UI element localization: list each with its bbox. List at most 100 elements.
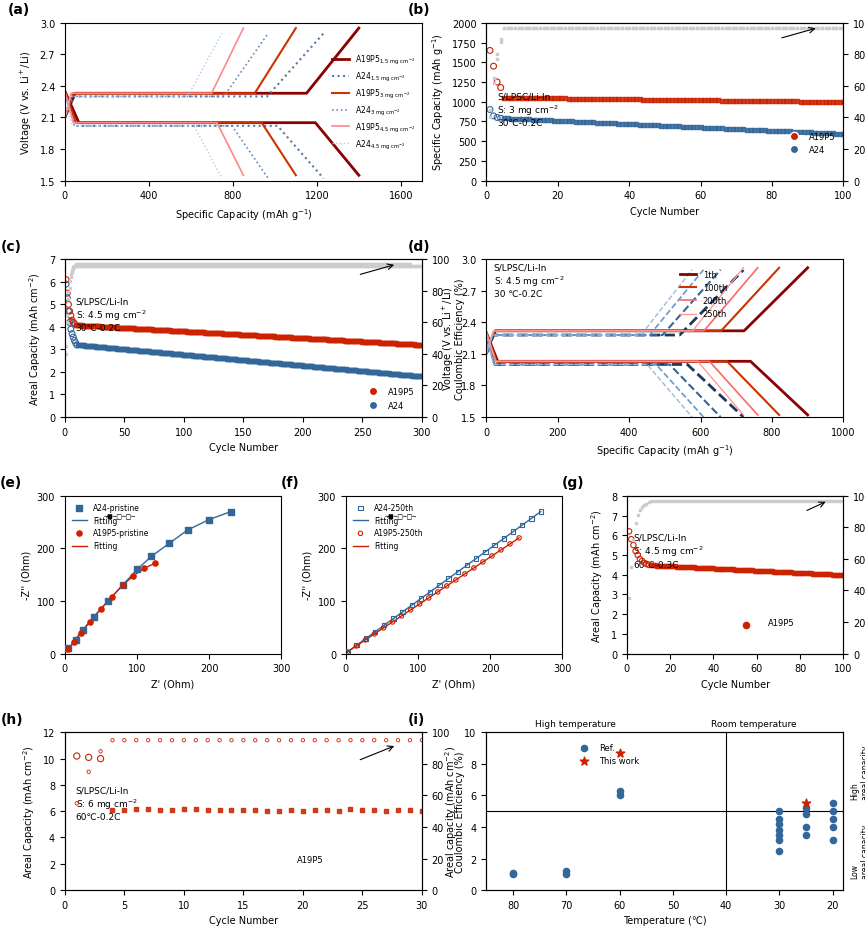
Point: [704, 21, 718, 36]
Point: [356, 364, 369, 379]
Point: [267, 329, 281, 345]
Fitting: [459, 568, 470, 580]
Point: [733, 94, 746, 109]
Point: [159, 260, 173, 275]
Point: [642, 495, 656, 510]
Point: [198, 260, 212, 275]
Point: [821, 494, 835, 509]
Point: [657, 494, 670, 509]
Point: [637, 118, 650, 133]
Point: [234, 260, 248, 275]
Point: [236, 733, 250, 748]
Point: [722, 22, 736, 37]
Point: [396, 337, 410, 352]
Point: [159, 257, 173, 272]
Point: [767, 494, 781, 509]
Point: [798, 22, 811, 37]
Point: [268, 356, 282, 371]
Point: [349, 334, 363, 349]
Point: [387, 336, 400, 351]
Point: [605, 22, 618, 37]
Point: [366, 260, 380, 275]
Point: [754, 21, 768, 36]
Point: [215, 257, 229, 272]
Point: [258, 257, 272, 272]
Point: [364, 335, 378, 350]
Point: [360, 335, 374, 350]
Point: [633, 118, 647, 133]
Point: [701, 21, 714, 36]
Point: [165, 324, 179, 339]
Point: [236, 803, 250, 818]
Point: [128, 322, 142, 337]
A19P5-250th: [449, 573, 463, 588]
Point: [317, 260, 331, 275]
Point: [120, 257, 134, 272]
Fitting: [146, 551, 157, 563]
Point: [391, 260, 405, 275]
A24-250th: [395, 605, 409, 620]
Point: [233, 327, 247, 343]
Point: [260, 257, 274, 272]
Point: [68, 336, 82, 351]
Point: [830, 127, 843, 142]
Point: [533, 21, 547, 36]
Point: [650, 21, 664, 36]
A24-250th: [470, 551, 484, 566]
Point: [187, 257, 201, 272]
Point: [707, 494, 721, 509]
Y-axis label: Areal Capacity (mAh cm$^{-2}$): Areal Capacity (mAh cm$^{-2}$): [590, 508, 606, 642]
Point: [170, 324, 183, 339]
Point: [283, 257, 297, 272]
Point: [238, 257, 252, 272]
Point: [398, 337, 412, 352]
Point: [127, 260, 141, 275]
Point: [239, 257, 253, 272]
Point: [157, 346, 170, 361]
Point: [752, 494, 766, 509]
Point: [97, 257, 111, 272]
Point: [290, 260, 304, 275]
Point: [227, 260, 240, 275]
Point: [358, 260, 372, 275]
Point: [836, 494, 850, 509]
Point: [210, 257, 224, 272]
Point: [790, 125, 804, 140]
Point: [345, 334, 359, 349]
Point: [337, 260, 351, 275]
Point: [318, 260, 332, 275]
Point: [163, 257, 176, 272]
Point: [576, 115, 590, 130]
Point: [558, 91, 572, 107]
Point: [133, 260, 147, 275]
Point: [317, 332, 330, 347]
Point: [400, 257, 414, 272]
Point: [349, 260, 363, 275]
Point: [184, 257, 198, 272]
Point: [650, 559, 664, 574]
Point: [633, 22, 647, 37]
A24-250th: [349, 638, 363, 653]
Point: [93, 340, 106, 355]
Point: [336, 333, 349, 348]
Point: [413, 338, 426, 353]
Point: [652, 494, 666, 509]
Point: [663, 559, 677, 574]
Point: [102, 341, 116, 356]
Point: [352, 364, 366, 379]
Point: [131, 322, 144, 337]
Point: [318, 257, 332, 272]
Point: [249, 260, 263, 275]
Point: [301, 331, 315, 347]
Point: [203, 326, 217, 341]
Point: [483, 103, 497, 118]
Point: [826, 95, 840, 110]
Point: [89, 257, 103, 272]
Point: [264, 329, 278, 345]
Point: [93, 257, 107, 272]
Point: [379, 803, 393, 819]
Point: [790, 21, 804, 36]
Point: [483, 110, 497, 126]
Point: [200, 260, 214, 275]
Point: [63, 315, 77, 330]
